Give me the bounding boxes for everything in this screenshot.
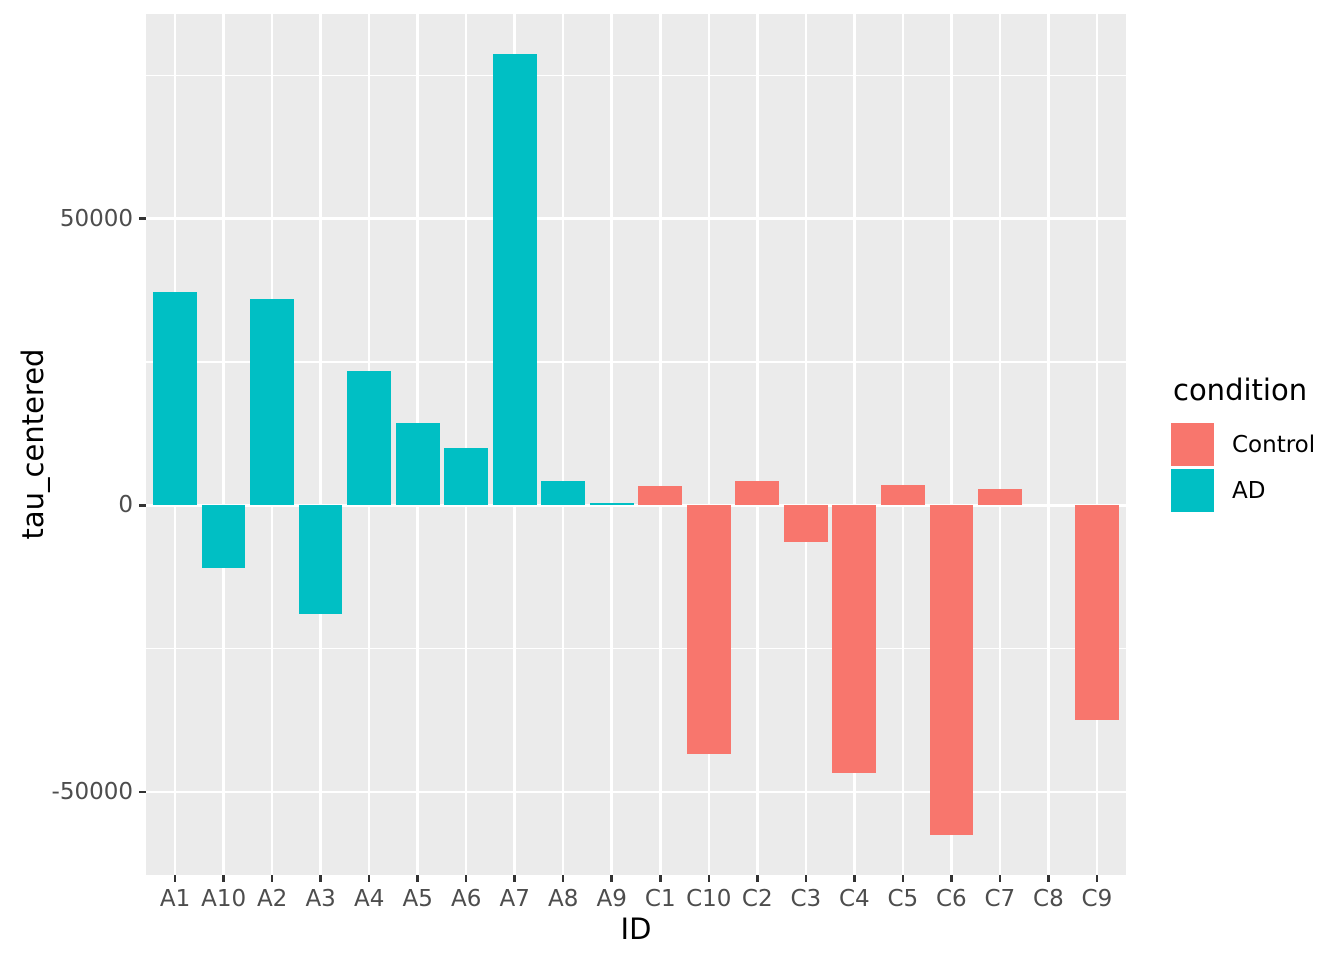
bar-C3: [783, 505, 828, 542]
gridline-vertical: [1047, 14, 1050, 875]
bar-C2: [735, 480, 780, 506]
bar-C7: [978, 488, 1022, 506]
x-tick-label: C9: [1081, 886, 1113, 912]
x-tick-mark: [1047, 875, 1050, 882]
y-tick-label: 0: [118, 492, 133, 519]
x-tick-label: A1: [159, 886, 191, 912]
gridline-major: [146, 504, 1126, 507]
x-tick-label: A2: [256, 886, 288, 912]
gridline-minor: [146, 361, 1126, 363]
bar-A10: [201, 505, 246, 568]
bar-C9: [1075, 505, 1119, 721]
legend-entry-control: Control: [1171, 423, 1315, 466]
gridline-vertical: [1095, 14, 1099, 875]
gridline-vertical: [222, 14, 225, 875]
bar-A2: [250, 298, 294, 506]
legend-entry-ad: AD: [1171, 469, 1315, 512]
gridline-vertical: [901, 14, 905, 875]
x-tick-label: C4: [838, 886, 870, 912]
x-tick-mark: [901, 875, 905, 882]
gridline-vertical: [561, 14, 565, 875]
gridline-vertical: [804, 14, 808, 875]
bar-A7: [492, 53, 537, 506]
gridline-vertical: [707, 14, 711, 875]
x-tick-mark: [416, 875, 419, 882]
legend-label: Control: [1232, 431, 1316, 458]
x-tick-label: C10: [686, 886, 732, 912]
gridline-major: [146, 790, 1126, 794]
legend-label: AD: [1232, 477, 1266, 504]
x-tick-mark: [659, 875, 662, 882]
x-tick-mark: [464, 875, 468, 882]
x-tick-mark: [804, 875, 808, 882]
legend-swatch-ad: [1171, 469, 1214, 512]
bar-A9: [589, 502, 634, 506]
gridline-minor: [146, 647, 1126, 650]
x-tick-label: C5: [887, 886, 919, 912]
bar-C5: [881, 485, 925, 506]
bar-C6: [929, 505, 974, 836]
x-tick-label: C8: [1033, 886, 1064, 912]
bar-A8: [541, 480, 586, 506]
x-tick-label: C7: [984, 886, 1016, 912]
y-tick-mark: [139, 217, 146, 220]
gridline-vertical: [319, 14, 322, 875]
y-tick-label: -50000: [51, 778, 133, 805]
plot-panel: [146, 14, 1126, 875]
x-tick-label: C6: [935, 886, 967, 912]
gridline-minor: [146, 74, 1126, 77]
gridline-major: [146, 217, 1126, 220]
x-tick-label: A5: [402, 886, 433, 912]
y-tick-mark: [139, 504, 146, 507]
x-tick-mark: [561, 875, 565, 882]
y-tick-mark: [139, 790, 146, 794]
x-tick-label: C1: [644, 886, 676, 912]
bar-C1: [638, 486, 683, 506]
bar-A6: [444, 447, 489, 506]
gridline-vertical: [756, 14, 759, 875]
legend-swatch-control: [1171, 423, 1214, 466]
gridline-vertical: [464, 14, 468, 875]
x-tick-label: A9: [596, 886, 627, 912]
x-tick-label: A8: [548, 886, 579, 912]
bar-A5: [395, 423, 440, 506]
x-tick-label: C2: [741, 886, 773, 912]
bar-C10: [686, 505, 731, 755]
x-tick-mark: [367, 875, 371, 882]
x-tick-mark: [853, 875, 856, 882]
gridline-vertical: [950, 14, 953, 875]
y-axis-title: tau_centered: [16, 348, 50, 539]
gridline-vertical: [610, 14, 613, 875]
x-tick-label: A6: [451, 886, 482, 912]
x-tick-mark: [1095, 875, 1099, 882]
x-tick-label: A7: [499, 886, 530, 912]
legend: condition Control AD: [1171, 373, 1315, 515]
x-tick-mark: [222, 875, 225, 882]
x-tick-mark: [513, 875, 516, 882]
gridline-vertical: [998, 14, 1002, 875]
gridline-vertical: [659, 14, 662, 875]
x-tick-mark: [950, 875, 953, 882]
legend-title: condition: [1173, 373, 1308, 407]
x-tick-mark: [610, 875, 613, 882]
bar-A3: [298, 505, 343, 614]
x-tick-mark: [756, 875, 759, 882]
bar-A1: [153, 292, 197, 506]
legend-entries: Control AD: [1171, 423, 1315, 512]
x-tick-label: A10: [201, 886, 247, 912]
x-tick-label: C3: [790, 886, 822, 912]
gridline-vertical: [853, 14, 856, 875]
x-tick-mark: [173, 875, 177, 882]
x-tick-mark: [998, 875, 1002, 882]
x-tick-label: A3: [305, 886, 336, 912]
y-tick-label: 50000: [59, 205, 133, 232]
bar-A4: [347, 371, 391, 506]
x-tick-mark: [319, 875, 322, 882]
x-axis-title: ID: [620, 912, 652, 946]
x-tick-mark: [707, 875, 711, 882]
x-tick-mark: [270, 875, 274, 882]
bar-C4: [832, 505, 877, 773]
x-tick-label: A4: [353, 886, 385, 912]
